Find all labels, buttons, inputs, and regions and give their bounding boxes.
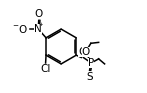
Text: $^{+}$: $^{+}$ [37, 22, 44, 31]
Text: P: P [88, 58, 94, 68]
Text: O: O [35, 9, 43, 19]
Text: O: O [78, 47, 86, 57]
Text: Cl: Cl [40, 64, 51, 74]
Text: $^{-}$O: $^{-}$O [12, 23, 28, 35]
Text: O: O [82, 47, 90, 57]
Text: S: S [86, 72, 93, 82]
Text: N: N [34, 24, 42, 34]
